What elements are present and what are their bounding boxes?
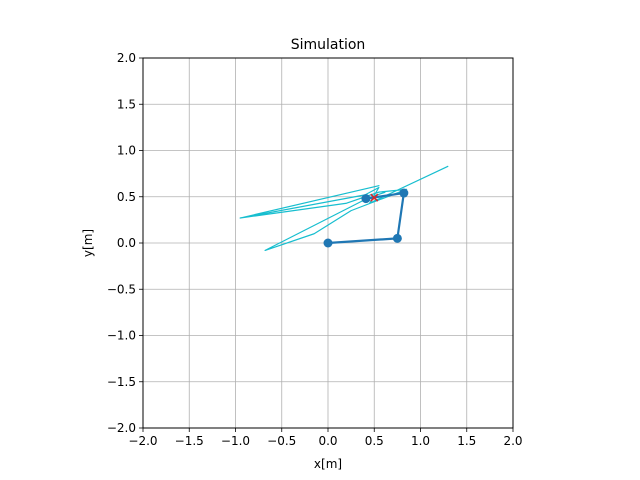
arm-joint-point [399,188,409,198]
y-tick-label: 0.0 [117,236,136,250]
arm-joint-point [361,194,371,204]
y-tick-label: −0.5 [107,282,136,296]
arm-line [327,191,405,245]
x-tick-label: 0.0 [318,434,337,448]
y-axis-label: y[m] [81,229,95,257]
x-axis-label: x[m] [314,457,342,471]
y-tick-label: 2.0 [117,51,136,65]
trajectory-line [239,165,449,251]
trajectory-series [239,165,449,251]
y-tick-label: 1.5 [117,97,136,111]
x-tick-label: −0.5 [267,434,296,448]
arm-series [323,188,409,248]
x-tick-label: 1.5 [457,434,476,448]
x-tick-label: 0.5 [365,434,384,448]
arm-joint-point [392,233,402,243]
x-tick-label: 2.0 [503,434,522,448]
y-tick-label: −2.0 [107,421,136,435]
chart-title: Simulation [291,37,366,53]
y-tick-label: 0.5 [117,190,136,204]
y-tick-label: −1.5 [107,375,136,389]
target-marker-stroke [370,193,379,202]
x-tick-label: −2.0 [128,434,157,448]
y-tick-label: 1.0 [117,144,136,158]
x-tick-label: 1.0 [411,434,430,448]
x-tick-label: −1.5 [175,434,204,448]
target-marker-group [370,193,379,202]
arm-joint-point [323,238,333,248]
y-tick-label: −1.0 [107,329,136,343]
x-tick-label: −1.0 [221,434,250,448]
axis-ticks: −2.0 −1.5 −1.0 −0.5 0.0 0.5 1.0 1.5 2.0 −2.0 −1.5 −… [107,51,523,448]
